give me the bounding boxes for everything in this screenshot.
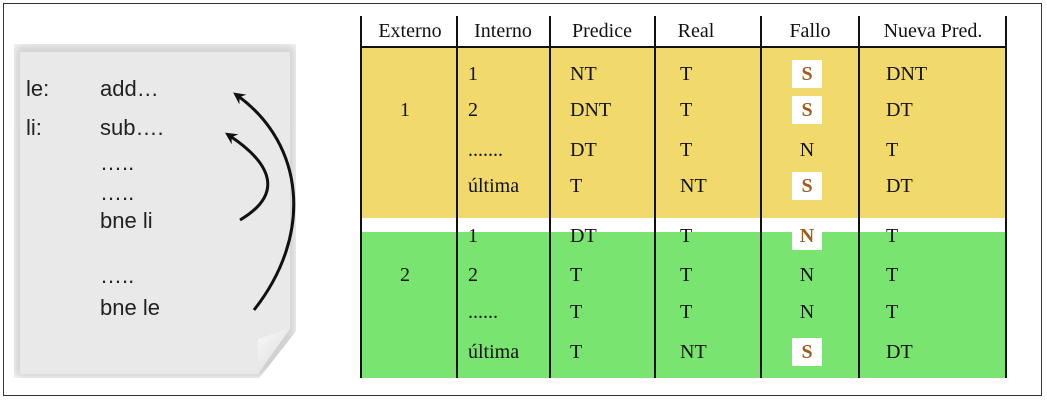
code-text-bne-le: bne le <box>100 295 160 320</box>
code-text-ellipsis-2: ….. <box>100 180 135 205</box>
b2-r4-interno: última <box>468 341 520 363</box>
b1-r3-nueva: T <box>886 139 899 161</box>
col-line-6 <box>1005 16 1007 378</box>
b1-r1-fallo: S <box>792 60 822 88</box>
block-separator <box>360 218 1007 232</box>
b1-r4-fallo: S <box>792 172 822 200</box>
b2-r4-predice: T <box>570 341 583 363</box>
b1-r2-real: T <box>680 99 693 121</box>
code-label-le: le: <box>26 76 50 101</box>
b2-r3-real: T <box>680 301 693 323</box>
b2-r1-real: T <box>680 225 693 247</box>
externo-1: 1 <box>400 99 410 121</box>
slide-frame <box>3 3 1042 396</box>
code-card-paper <box>20 52 290 374</box>
b2-r3-fallo: N <box>799 300 815 323</box>
prediction-table: Externo Interno Predice Real Fallo Nueva… <box>360 16 1007 378</box>
b1-r2-fallo: S <box>792 96 822 124</box>
b2-r4-fallo: S <box>792 338 822 366</box>
b1-r1-real: T <box>680 63 693 85</box>
col-line-2 <box>549 16 551 378</box>
b1-r2-nueva: DT <box>886 99 913 121</box>
b1-r3-real: T <box>680 139 693 161</box>
b2-r2-nueva: T <box>886 264 899 286</box>
b1-r4-nueva: DT <box>886 175 913 197</box>
b2-r2-fallo: N <box>799 263 815 286</box>
b2-r3-interno: ...... <box>468 301 498 323</box>
inner-loop-arrow <box>225 132 270 222</box>
b2-r1-interno: 1 <box>468 225 478 247</box>
loop-arrows <box>225 92 296 311</box>
col-line-1 <box>456 16 458 378</box>
header-externo: Externo <box>378 20 442 42</box>
b2-r2-interno: 2 <box>468 264 478 286</box>
b1-r1-predice: NT <box>570 63 597 85</box>
b2-r3-nueva: T <box>886 301 899 323</box>
b2-r4-nueva: DT <box>886 341 913 363</box>
code-card: le: add… li: sub…. ….. ….. bne li ….. bn… <box>14 44 299 384</box>
block-2-band <box>360 232 1007 378</box>
code-label-li: li: <box>26 115 42 140</box>
header-rule <box>360 46 1007 48</box>
code-text-ellipsis-3: ….. <box>100 263 135 288</box>
b2-r3-predice: T <box>570 301 583 323</box>
b1-r3-fallo: N <box>799 138 815 161</box>
b1-r2-predice: DNT <box>570 99 612 121</box>
header-interno: Interno <box>474 20 532 42</box>
b1-r2-interno: 2 <box>468 99 478 121</box>
b1-r1-nueva: DNT <box>886 63 928 85</box>
b2-r2-real: T <box>680 264 693 286</box>
b2-r1-nueva: T <box>886 225 899 247</box>
code-text-bne-li: bne li <box>100 208 153 233</box>
outer-loop-arrow <box>233 92 296 311</box>
b2-r4-real: NT <box>680 341 707 363</box>
col-line-5 <box>858 16 860 378</box>
b1-r3-interno: ....... <box>468 139 503 161</box>
b2-r1-predice: DT <box>570 225 597 247</box>
col-line-3 <box>654 16 656 378</box>
header-fallo: Fallo <box>789 20 831 42</box>
code-text-sub: sub…. <box>100 115 164 140</box>
header-nueva-pred: Nueva Pred. <box>883 20 983 42</box>
code-text-ellipsis-1: ….. <box>100 150 135 175</box>
b1-r4-predice: T <box>570 175 583 197</box>
col-line-0 <box>360 16 362 378</box>
b1-r3-predice: DT <box>570 139 597 161</box>
b1-r1-interno: 1 <box>468 63 478 85</box>
code-text-add: add… <box>100 76 159 101</box>
block-1-band <box>360 48 1007 218</box>
table-header: Externo Interno Predice Real Fallo Nueva… <box>360 16 1007 46</box>
header-real: Real <box>677 20 715 42</box>
b1-r4-interno: última <box>468 175 520 197</box>
b1-r4-real: NT <box>680 175 707 197</box>
col-line-4 <box>760 16 762 378</box>
externo-2: 2 <box>400 264 410 286</box>
header-predice: Predice <box>572 20 632 42</box>
b2-r2-predice: T <box>570 264 583 286</box>
b2-r1-fallo: N <box>792 222 822 250</box>
